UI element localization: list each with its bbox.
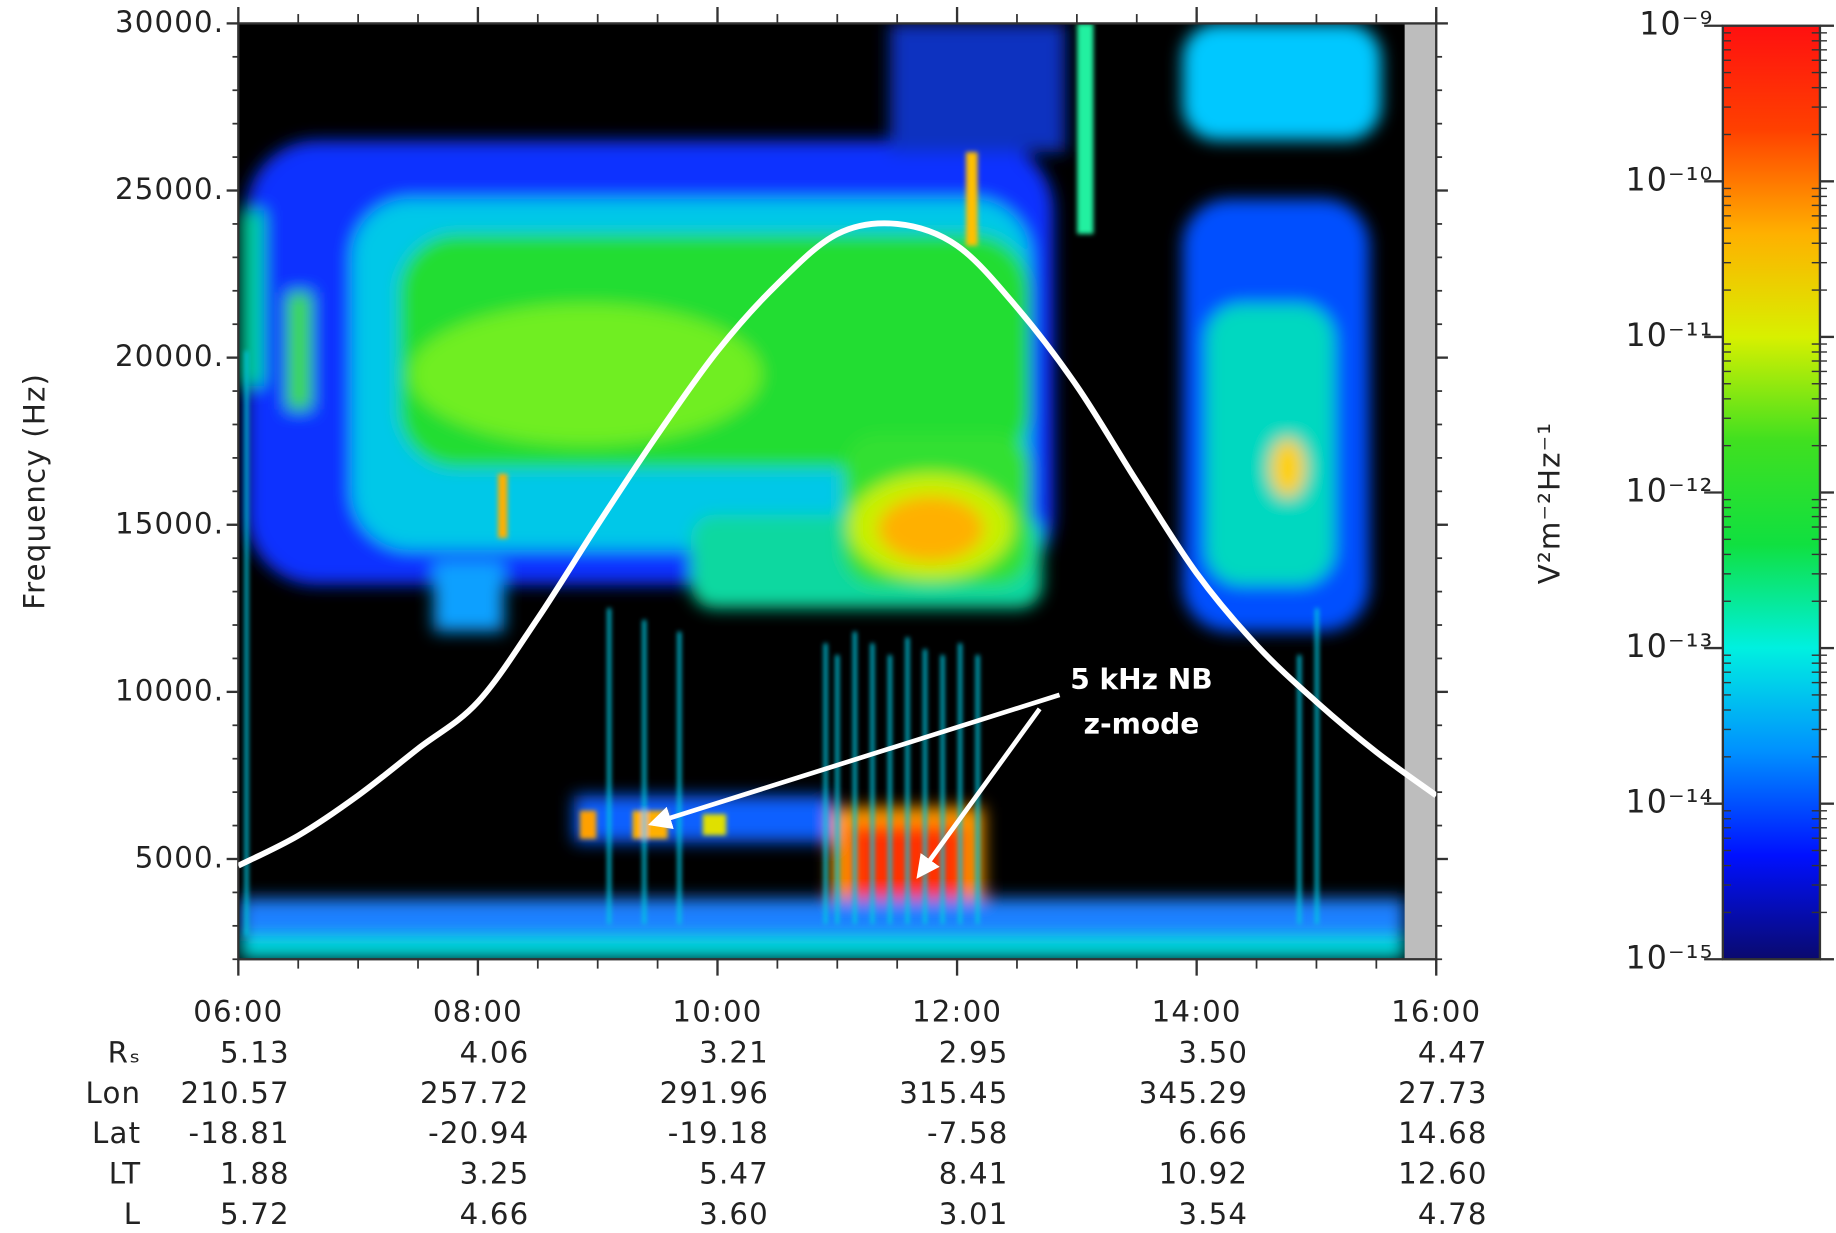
ephemeris-value: 3.21 [699,1036,769,1070]
ephemeris-value: 12.60 [1398,1157,1488,1191]
y-tick-label: 30000. [115,5,224,39]
x-tick-label: 12:00 [912,995,1002,1029]
y-tick-label: 5000. [135,840,225,874]
ephemeris-label: Lat [92,1116,141,1150]
colorbar-tick-label: 10⁻¹⁰ [1625,162,1713,198]
x-tick-label: 08:00 [433,995,523,1029]
x-tick-label: 14:00 [1152,995,1242,1029]
ephemeris-value: 4.78 [1418,1197,1488,1231]
ephemeris-label: Rₛ [108,1036,142,1070]
ephemeris-value: -19.18 [668,1116,769,1150]
model-curve [238,220,1437,869]
ephemeris-value: 10.92 [1159,1157,1249,1191]
y-tick-label: 15000. [115,506,224,540]
ephemeris-label: Lon [86,1076,142,1110]
spectrogram [238,23,1437,960]
ephemeris-value: 3.54 [1178,1197,1248,1231]
annotation-arrow [916,707,1042,879]
ephemeris-label: L [124,1197,141,1231]
ephemeris-label: LT [109,1157,141,1191]
x-tick-label: 16:00 [1391,995,1481,1029]
ephemeris-value: 5.47 [699,1157,769,1191]
ephemeris-value: 345.29 [1139,1076,1248,1110]
ephemeris-value: 5.72 [220,1197,290,1231]
ephemeris-value: 8.41 [939,1157,1009,1191]
x-tick-label: 10:00 [672,995,762,1029]
ephemeris-value: 27.73 [1398,1076,1488,1110]
ephemeris-value: 14.68 [1398,1116,1488,1150]
y-tick-label: 10000. [115,673,224,707]
ephemeris-value: -18.81 [189,1116,290,1150]
ephemeris-value: 315.45 [899,1076,1008,1110]
colorbar-tick-label: 10⁻¹⁵ [1625,940,1713,976]
annotation-arrow [647,692,1061,830]
colorbar-tick-label: 10⁻¹⁴ [1625,785,1713,821]
ephemeris-value: 291.96 [660,1076,769,1110]
ephemeris-value: 4.47 [1418,1036,1488,1070]
colorbar-tick-label: 10⁻¹³ [1625,629,1713,665]
ephemeris-value: 6.66 [1178,1116,1248,1150]
y-tick-label: 20000. [115,339,224,373]
colorbar-tick-label: 10⁻¹¹ [1625,318,1713,354]
colorbar [1721,24,1822,961]
y-tick-label: 25000. [115,172,224,206]
ephemeris-value: 2.95 [939,1036,1009,1070]
annotation: 5 kHz NB [1070,663,1212,696]
ephemeris-value: 257.72 [420,1076,529,1110]
y-axis-label: Frequency (Hz) [17,373,51,610]
annotation: z-mode [1084,707,1200,740]
curve-group [238,220,1437,869]
ephemeris-value: 1.88 [220,1157,290,1191]
colorbar-label: V²m⁻²Hz⁻¹ [1532,422,1566,584]
ephemeris-value: 3.60 [699,1197,769,1231]
ephemeris-value: -20.94 [428,1116,529,1150]
ephemeris-value: 4.06 [460,1036,530,1070]
ephemeris-value: 5.13 [220,1036,290,1070]
ephemeris-value: 3.01 [939,1197,1009,1231]
colorbar-tick-label: 10⁻⁹ [1639,7,1713,43]
ephemeris-value: 210.57 [180,1076,289,1110]
x-tick-label: 06:00 [193,995,283,1029]
ephemeris-value: 4.66 [460,1197,530,1231]
ephemeris-value: -7.58 [927,1116,1009,1150]
ephemeris-value: 3.50 [1178,1036,1248,1070]
colorbar-tick-label: 10⁻¹² [1625,473,1713,509]
ephemeris-value: 3.25 [460,1157,530,1191]
